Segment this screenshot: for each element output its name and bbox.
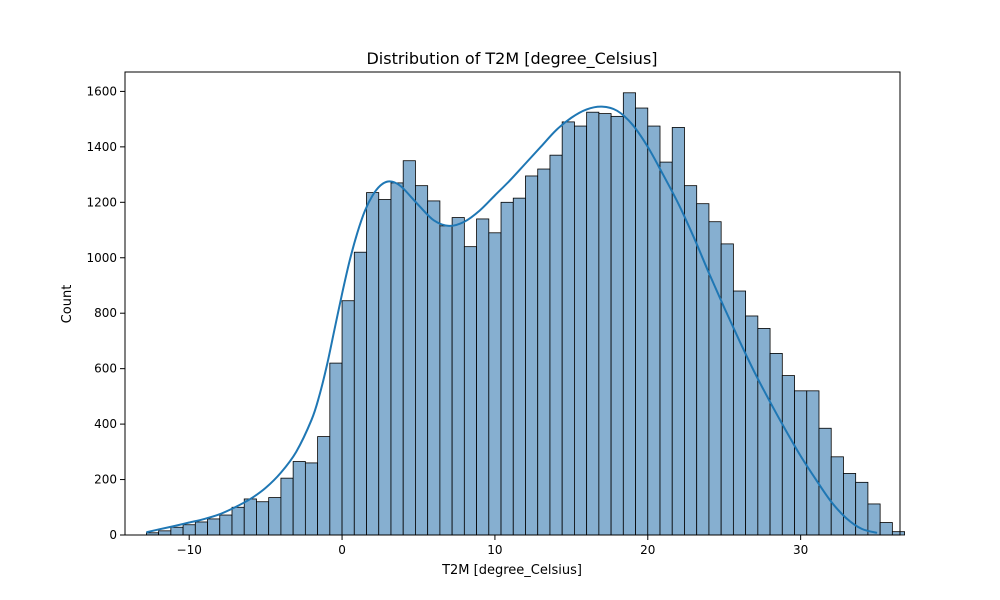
- histogram-bar: [561, 121, 575, 536]
- y-tick-label: 800: [94, 306, 117, 320]
- histogram-bar: [280, 477, 294, 536]
- histogram-bar: [843, 473, 857, 536]
- histogram-bar: [806, 390, 820, 536]
- x-tick-label: 30: [793, 543, 808, 557]
- x-axis-label: T2M [degree_Celsius]: [441, 563, 582, 578]
- histogram-bar: [525, 175, 539, 536]
- histogram-bar: [610, 115, 624, 536]
- histogram-bars: [146, 92, 905, 536]
- y-tick-label: 600: [94, 362, 117, 376]
- histogram-bar: [476, 218, 490, 536]
- histogram-bar: [292, 461, 306, 536]
- histogram-bar: [586, 111, 600, 536]
- histogram-bar: [769, 353, 783, 536]
- histogram-bar: [207, 518, 221, 536]
- histogram-bar: [463, 246, 477, 536]
- histogram-bar: [219, 514, 233, 536]
- histogram-bar: [170, 526, 184, 536]
- histogram-bar: [781, 375, 795, 536]
- plot-frame: [124, 71, 901, 536]
- kde-curve: [146, 105, 878, 534]
- x-tick-label: 20: [640, 543, 655, 557]
- x-tick-label: 0: [338, 543, 346, 557]
- histogram-bar: [732, 290, 747, 536]
- histogram-bar: [182, 524, 196, 536]
- histogram-bar: [427, 200, 441, 536]
- x-tick-label: 10: [487, 543, 502, 557]
- histogram-bar: [194, 521, 208, 536]
- y-tick-label: 1000: [86, 251, 117, 265]
- histogram-bar: [696, 203, 710, 536]
- chart-title: Distribution of T2M [degree_Celsius]: [366, 49, 657, 69]
- histogram-bar: [488, 232, 502, 536]
- histogram-bar: [598, 113, 612, 536]
- x-tick-label: −10: [177, 543, 202, 557]
- histogram-bar: [353, 251, 367, 536]
- histogram-bar: [231, 506, 245, 536]
- histogram-bar: [879, 522, 893, 536]
- histogram-bar: [622, 92, 636, 536]
- histogram-bar: [415, 185, 429, 536]
- histogram-bar: [671, 127, 685, 536]
- histogram-bar: [329, 362, 343, 536]
- histogram-bar: [439, 225, 453, 536]
- histogram-bar: [390, 182, 404, 536]
- histogram-bar: [366, 192, 380, 536]
- y-tick-label: 0: [109, 528, 117, 542]
- histogram-bar: [635, 107, 649, 536]
- histogram-bar: [720, 243, 734, 536]
- histogram-bar: [500, 201, 514, 536]
- histogram-bar: [378, 199, 392, 536]
- histogram-bar: [537, 168, 551, 536]
- histogram-bar: [256, 501, 270, 536]
- histogram-bar: [647, 125, 661, 536]
- histogram-bar: [512, 197, 526, 536]
- y-tick-label: 1400: [86, 140, 117, 154]
- histogram-bar: [745, 315, 759, 536]
- histogram-bar: [708, 221, 722, 536]
- histogram-bar: [268, 497, 282, 536]
- y-axis-ticks: 0 200 400 600 800 1000 1200 1400 1600: [86, 84, 125, 542]
- y-tick-label: 200: [94, 473, 117, 487]
- histogram-bar: [317, 436, 331, 536]
- histogram-bar: [659, 161, 673, 536]
- histogram-bar: [451, 217, 465, 536]
- histogram-bar: [818, 427, 832, 536]
- histogram-bar: [304, 462, 319, 536]
- y-tick-label: 400: [94, 417, 117, 431]
- histogram-bar: [757, 328, 771, 536]
- y-axis-label: Count: [60, 285, 75, 324]
- histogram-bar: [341, 300, 355, 536]
- histogram-bar: [243, 498, 257, 536]
- histogram-bar: [549, 154, 563, 536]
- y-tick-label: 1200: [86, 195, 117, 209]
- x-axis-ticks: −10 0 10 20 30: [177, 535, 808, 557]
- histogram-bar: [402, 160, 416, 536]
- histogram-bar: [158, 530, 172, 536]
- histogram-bar: [574, 125, 588, 536]
- histogram-bar: [830, 456, 844, 536]
- y-tick-label: 1600: [86, 84, 117, 98]
